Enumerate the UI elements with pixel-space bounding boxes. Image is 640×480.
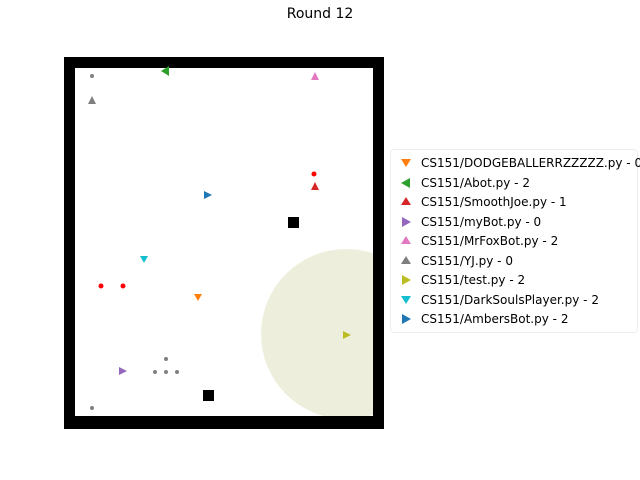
legend-bot-name: CS151/YJ.py (421, 253, 494, 268)
legend-entry: CS151/MrFoxBot.py - 2 (391, 231, 558, 251)
bot-smoothjoe (311, 182, 319, 190)
legend-separator: - (538, 234, 551, 248)
legend-marker-icon (391, 212, 421, 232)
legend-entry: CS151/SmoothJoe.py - 1 (391, 192, 567, 212)
bot-ambersbot (204, 191, 212, 199)
gray-pellet (164, 370, 168, 374)
legend-marker-icon (391, 309, 421, 329)
bullet (120, 283, 126, 289)
legend-bot-name: CS151/SmoothJoe.py (421, 195, 548, 209)
bot-mybot (119, 367, 127, 375)
safe-zone (261, 249, 373, 416)
legend-entry: CS151/test.py - 2 (391, 270, 525, 290)
legend-bot-name: CS151/DarkSoulsPlayer.py (421, 292, 580, 307)
legend-marker-icon (391, 270, 421, 290)
legend-marker-icon (391, 173, 421, 193)
bot-test (343, 331, 351, 339)
bot-dodgeballerrzzzzz (194, 294, 202, 301)
legend-separator: - (548, 312, 561, 326)
legend-separator: - (521, 214, 534, 229)
bullet (311, 171, 317, 177)
legend-bot-score: 2 (560, 312, 569, 326)
legend: CS151/DODGEBALLERRZZZZZ.py - 0 CS151/Abot… (391, 150, 640, 332)
legend-entry: CS151/myBot.py - 0 (391, 212, 541, 232)
legend-entry: CS151/AmbersBot.py - 2 (391, 309, 568, 329)
legend-separator: - (622, 156, 635, 170)
legend-bot-name: CS151/test.py (421, 273, 506, 287)
legend-separator: - (547, 195, 560, 209)
legend-bot-score: 2 (591, 292, 599, 307)
legend-marker-icon (391, 153, 421, 173)
gray-pellet (175, 370, 179, 374)
obstacle-block (203, 390, 214, 401)
legend-bot-name: CS151/AmbersBot.py (421, 312, 549, 326)
legend-bot-score: 0 (533, 214, 542, 229)
round-title: Round 12 (286, 6, 354, 22)
gray-pellet (153, 370, 157, 374)
bot-mrfoxbot (311, 72, 319, 80)
legend-bot-score: 0 (634, 156, 640, 170)
legend-bot-score: 1 (559, 195, 567, 209)
gray-pellet (164, 357, 168, 361)
legend-entry: CS151/DODGEBALLERRZZZZZ.py - 0 (391, 153, 640, 173)
legend-bot-name: CS151/myBot.py (421, 214, 522, 229)
legend-bot-name: CS151/DODGEBALLERRZZZZZ.py (421, 156, 623, 170)
legend-marker-icon (391, 231, 421, 251)
legend-separator: - (510, 175, 523, 190)
legend-bot-score: 2 (522, 175, 530, 190)
gray-pellet (90, 74, 94, 78)
legend-separator: - (579, 292, 592, 307)
bot-yj (88, 96, 96, 104)
legend-marker-icon (391, 290, 421, 310)
legend-bot-score: 2 (517, 273, 526, 287)
obstacle-block (288, 217, 299, 228)
legend-separator: - (493, 253, 506, 268)
legend-bot-score: 2 (550, 234, 559, 248)
legend-separator: - (505, 273, 518, 287)
legend-marker-icon (391, 192, 421, 212)
bot-abot (161, 66, 169, 76)
legend-entry: CS151/Abot.py - 2 (391, 173, 530, 193)
legend-entry: CS151/YJ.py - 0 (391, 251, 513, 271)
legend-marker-icon (391, 251, 421, 271)
legend-bot-name: CS151/Abot.py (421, 175, 511, 190)
bot-darksoulsplayer (140, 256, 148, 263)
legend-entry: CS151/DarkSoulsPlayer.py - 2 (391, 290, 599, 310)
legend-bot-score: 0 (505, 253, 513, 268)
legend-bot-name: CS151/MrFoxBot.py (421, 234, 539, 248)
arena (64, 57, 384, 429)
bullet (98, 283, 104, 289)
gray-pellet (90, 406, 94, 410)
